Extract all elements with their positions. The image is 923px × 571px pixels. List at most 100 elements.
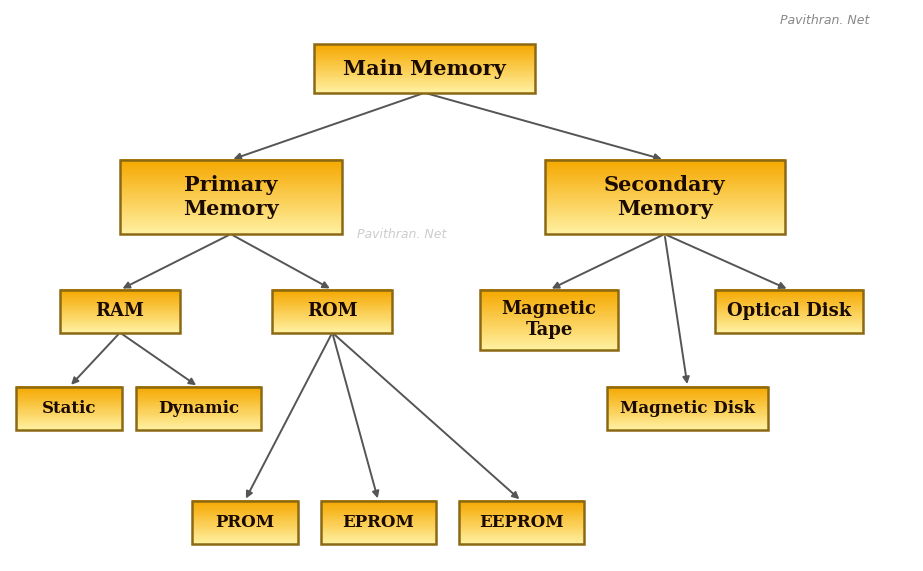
FancyBboxPatch shape xyxy=(459,504,583,505)
FancyBboxPatch shape xyxy=(715,304,863,306)
FancyBboxPatch shape xyxy=(606,412,768,413)
FancyBboxPatch shape xyxy=(314,90,535,91)
FancyBboxPatch shape xyxy=(480,303,618,305)
FancyBboxPatch shape xyxy=(272,302,392,304)
FancyBboxPatch shape xyxy=(60,323,180,325)
FancyBboxPatch shape xyxy=(314,67,535,69)
FancyBboxPatch shape xyxy=(459,505,583,506)
FancyBboxPatch shape xyxy=(545,178,785,180)
FancyBboxPatch shape xyxy=(320,538,436,540)
FancyBboxPatch shape xyxy=(314,59,535,61)
FancyBboxPatch shape xyxy=(320,524,436,526)
FancyBboxPatch shape xyxy=(120,219,342,221)
FancyBboxPatch shape xyxy=(606,400,768,402)
FancyBboxPatch shape xyxy=(320,537,436,538)
FancyBboxPatch shape xyxy=(192,532,297,533)
FancyBboxPatch shape xyxy=(60,327,180,328)
FancyBboxPatch shape xyxy=(320,517,436,518)
FancyBboxPatch shape xyxy=(60,302,180,304)
FancyBboxPatch shape xyxy=(60,295,180,296)
FancyBboxPatch shape xyxy=(16,405,122,407)
FancyBboxPatch shape xyxy=(320,539,436,541)
FancyBboxPatch shape xyxy=(136,387,260,388)
FancyBboxPatch shape xyxy=(192,507,297,509)
FancyBboxPatch shape xyxy=(314,73,535,75)
FancyBboxPatch shape xyxy=(272,297,392,298)
FancyBboxPatch shape xyxy=(16,391,122,392)
FancyBboxPatch shape xyxy=(545,204,785,206)
FancyBboxPatch shape xyxy=(320,532,436,533)
FancyBboxPatch shape xyxy=(715,302,863,304)
FancyBboxPatch shape xyxy=(459,536,583,537)
FancyBboxPatch shape xyxy=(320,514,436,516)
FancyBboxPatch shape xyxy=(606,388,768,390)
FancyBboxPatch shape xyxy=(120,159,342,162)
FancyBboxPatch shape xyxy=(480,345,618,347)
FancyBboxPatch shape xyxy=(606,424,768,425)
FancyBboxPatch shape xyxy=(480,334,618,336)
FancyBboxPatch shape xyxy=(545,185,785,188)
FancyBboxPatch shape xyxy=(545,163,785,166)
FancyBboxPatch shape xyxy=(16,415,122,417)
FancyBboxPatch shape xyxy=(320,534,436,536)
FancyBboxPatch shape xyxy=(16,419,122,420)
FancyBboxPatch shape xyxy=(314,69,535,71)
FancyBboxPatch shape xyxy=(545,217,785,219)
FancyBboxPatch shape xyxy=(136,423,260,424)
FancyBboxPatch shape xyxy=(60,311,180,312)
FancyBboxPatch shape xyxy=(192,504,297,505)
FancyBboxPatch shape xyxy=(120,163,342,166)
FancyBboxPatch shape xyxy=(136,388,260,390)
FancyBboxPatch shape xyxy=(60,329,180,331)
FancyBboxPatch shape xyxy=(459,518,583,520)
FancyBboxPatch shape xyxy=(16,393,122,395)
FancyBboxPatch shape xyxy=(545,195,785,197)
FancyBboxPatch shape xyxy=(545,168,785,171)
FancyBboxPatch shape xyxy=(480,336,618,337)
FancyBboxPatch shape xyxy=(16,409,122,411)
FancyBboxPatch shape xyxy=(545,176,785,178)
FancyBboxPatch shape xyxy=(120,196,342,199)
FancyBboxPatch shape xyxy=(715,308,863,310)
FancyBboxPatch shape xyxy=(60,303,180,305)
FancyBboxPatch shape xyxy=(192,524,297,526)
FancyBboxPatch shape xyxy=(272,298,392,299)
FancyBboxPatch shape xyxy=(314,65,535,66)
FancyBboxPatch shape xyxy=(459,537,583,538)
FancyBboxPatch shape xyxy=(314,61,535,62)
FancyBboxPatch shape xyxy=(606,403,768,405)
FancyBboxPatch shape xyxy=(136,393,260,395)
FancyBboxPatch shape xyxy=(120,210,342,212)
FancyBboxPatch shape xyxy=(320,521,436,522)
FancyBboxPatch shape xyxy=(545,182,785,184)
Text: ROM: ROM xyxy=(307,302,357,320)
Text: EPROM: EPROM xyxy=(342,514,414,531)
FancyBboxPatch shape xyxy=(60,331,180,332)
FancyBboxPatch shape xyxy=(459,502,583,504)
FancyBboxPatch shape xyxy=(715,312,863,313)
FancyBboxPatch shape xyxy=(606,408,768,409)
FancyBboxPatch shape xyxy=(120,178,342,180)
FancyBboxPatch shape xyxy=(715,300,863,301)
FancyBboxPatch shape xyxy=(16,397,122,399)
FancyBboxPatch shape xyxy=(192,541,297,543)
FancyBboxPatch shape xyxy=(715,295,863,296)
FancyBboxPatch shape xyxy=(715,323,863,324)
FancyBboxPatch shape xyxy=(606,389,768,391)
FancyBboxPatch shape xyxy=(314,86,535,88)
FancyBboxPatch shape xyxy=(545,170,785,173)
FancyBboxPatch shape xyxy=(459,542,583,544)
FancyBboxPatch shape xyxy=(715,328,863,329)
FancyBboxPatch shape xyxy=(320,525,436,526)
FancyBboxPatch shape xyxy=(480,328,618,330)
FancyBboxPatch shape xyxy=(136,427,260,429)
FancyBboxPatch shape xyxy=(136,419,260,420)
Text: Pavithran. Net: Pavithran. Net xyxy=(357,228,446,242)
FancyBboxPatch shape xyxy=(459,534,583,536)
FancyBboxPatch shape xyxy=(314,68,535,70)
FancyBboxPatch shape xyxy=(715,293,863,295)
FancyBboxPatch shape xyxy=(60,320,180,322)
FancyBboxPatch shape xyxy=(60,292,180,294)
FancyBboxPatch shape xyxy=(715,319,863,321)
FancyBboxPatch shape xyxy=(136,404,260,406)
